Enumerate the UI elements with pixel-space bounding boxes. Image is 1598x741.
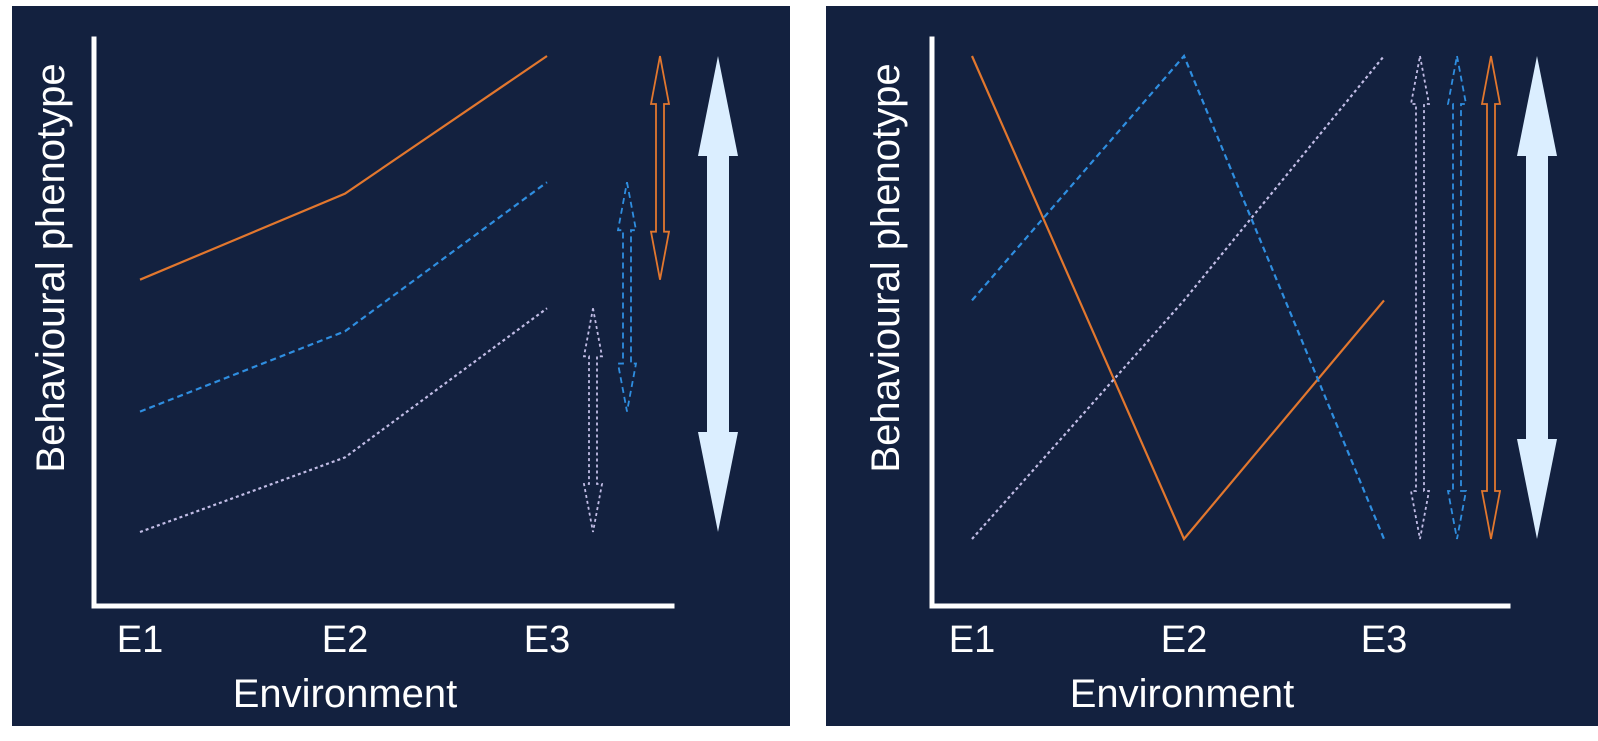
right-range-arrow-filled-icon	[1517, 56, 1557, 539]
right-x-axis-title: Environment	[1070, 672, 1295, 716]
right-range-arrow-dashed-icon	[1446, 55, 1468, 540]
left-x-axis-title: Environment	[233, 672, 458, 716]
right-y-axis-title: Behavioural phenotype	[864, 63, 908, 472]
right-x-tick-labels: E1 E2 E3	[949, 619, 1407, 661]
left-axes	[91, 36, 675, 609]
right-series-line-dashed	[971, 53, 1386, 540]
left-range-arrow-dashed-icon	[616, 182, 638, 412]
left-series-line-solid	[139, 55, 548, 281]
right-range-arrows	[1409, 55, 1557, 540]
left-series-lines	[139, 55, 548, 534]
left-y-axis-title: Behavioural phenotype	[29, 63, 73, 472]
right-series-line-dotted	[971, 55, 1385, 540]
left-range-arrow-solid-icon	[649, 55, 671, 280]
left-x-tick-label-e1: E1	[117, 619, 163, 661]
right-axes	[929, 36, 1511, 609]
left-x-tick-label-e3: E3	[524, 619, 570, 661]
left-range-arrow-dotted-icon	[582, 308, 604, 533]
right-x-tick-label-e1: E1	[949, 619, 995, 661]
right-range-arrow-dotted-icon	[1409, 55, 1431, 540]
left-series-line-dashed	[139, 181, 548, 413]
left-series-line-dotted	[139, 307, 548, 534]
right-panel: Behavioural phenotype Environment E1 E2 E3	[826, 6, 1598, 726]
left-x-tick-label-e2: E2	[322, 619, 368, 661]
left-range-arrow-filled-icon	[698, 56, 738, 532]
right-series-lines	[970, 53, 1386, 542]
left-panel-background	[12, 6, 790, 726]
left-x-tick-labels: E1 E2 E3	[117, 619, 570, 661]
right-panel-background	[826, 6, 1598, 726]
left-panel: Behavioural phenotype Environment E1 E2 E3	[12, 6, 790, 726]
right-x-tick-label-e3: E3	[1361, 619, 1407, 661]
right-range-arrow-solid-icon	[1480, 55, 1502, 540]
right-x-tick-label-e2: E2	[1161, 619, 1207, 661]
left-range-arrows	[582, 55, 738, 533]
